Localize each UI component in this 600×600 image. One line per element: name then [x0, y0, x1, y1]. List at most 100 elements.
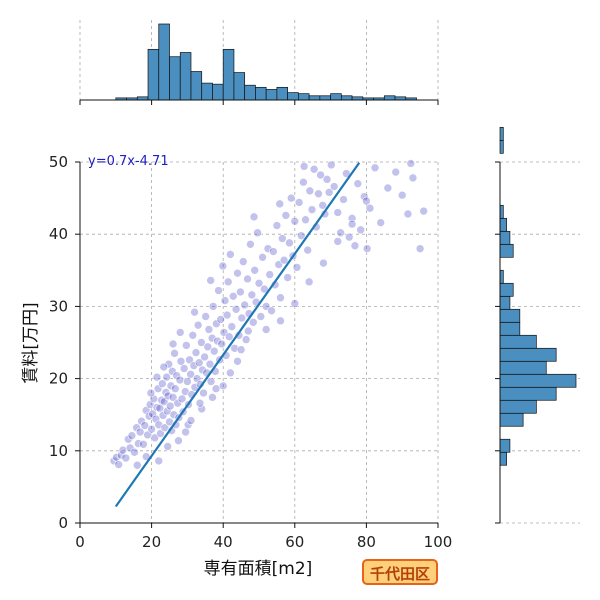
- y-axis-title: 賃料[万円]: [21, 302, 41, 383]
- scatter-point: [267, 306, 276, 316]
- scatter-point: [216, 315, 225, 324]
- top-hist-bar: [244, 84, 256, 101]
- scatter-point: [269, 247, 278, 256]
- scatter-point: [226, 368, 235, 378]
- scatter-point: [238, 257, 248, 266]
- scatter-point: [243, 274, 252, 284]
- scatter-point: [217, 339, 227, 349]
- top-hist-bar: [179, 52, 192, 101]
- top-hist-bar: [158, 23, 170, 101]
- scatter-point: [319, 258, 328, 268]
- scatter-point: [204, 325, 214, 334]
- scatter-point: [168, 393, 178, 402]
- right-hist-bar: [499, 308, 521, 323]
- scatter-point: [359, 192, 369, 201]
- scatter-point: [158, 379, 167, 388]
- scatter-point: [260, 284, 269, 294]
- scatter-point: [285, 238, 294, 248]
- top-hist-bar: [319, 95, 331, 101]
- scatter-point: [391, 167, 401, 177]
- right-hist-bar: [499, 139, 504, 154]
- scatter-point: [163, 391, 173, 401]
- x-tick-label: 40: [214, 533, 233, 551]
- top-marginal-histogram: [115, 23, 417, 101]
- scatter-point: [200, 352, 209, 362]
- scatter-point: [164, 359, 174, 369]
- scatter-point: [191, 348, 201, 357]
- scatter-point: [170, 384, 180, 394]
- x-tick-label: 0: [75, 533, 85, 551]
- scatter-point: [327, 160, 336, 170]
- scatter-point: [233, 268, 242, 278]
- scatter-point: [197, 338, 206, 347]
- top-hist-bar: [383, 95, 396, 101]
- scatter-point: [201, 312, 210, 321]
- scatter-point: [198, 365, 207, 375]
- scatter-point: [223, 277, 233, 287]
- scatter-point: [116, 450, 126, 460]
- scatter-point: [249, 212, 259, 222]
- scatter-point: [132, 460, 142, 470]
- scatter-point: [165, 401, 175, 411]
- right-hist-bar: [499, 295, 511, 310]
- scatter-point: [276, 293, 285, 303]
- right-hist-bar: [499, 243, 514, 258]
- scatter-point: [301, 215, 310, 225]
- scatter-point: [212, 319, 221, 329]
- scatter-point: [162, 372, 171, 382]
- top-hist-bar: [147, 48, 160, 101]
- regression-equation-label: y=0.7x-4.71: [88, 154, 169, 169]
- scatter-point: [189, 361, 199, 370]
- scatter-point: [125, 443, 135, 453]
- scatter-point: [365, 203, 375, 213]
- top-hist-bar: [255, 86, 267, 101]
- scatter-point: [304, 277, 314, 287]
- grid: [79, 20, 580, 524]
- right-hist-bar: [499, 438, 511, 453]
- scatter-point: [170, 349, 179, 358]
- scatter-point: [397, 190, 407, 200]
- scatter-point: [279, 255, 289, 265]
- scatter-point: [157, 395, 166, 405]
- scatter-point: [185, 355, 194, 365]
- scatter-point: [222, 310, 232, 320]
- scatter-point: [173, 398, 183, 408]
- scatter-point: [350, 241, 360, 251]
- scatter-point: [169, 410, 179, 420]
- right-hist-bar: [499, 360, 547, 375]
- scatter-point: [156, 429, 165, 438]
- scatter-point: [147, 424, 156, 434]
- scatter-point: [307, 205, 317, 214]
- scatter-point: [290, 299, 300, 308]
- y-tick-label: 20: [49, 370, 68, 388]
- scatter-point: [205, 359, 215, 369]
- scatter-point: [163, 442, 173, 451]
- scatter-point: [176, 356, 186, 366]
- scatter-point: [186, 416, 196, 425]
- top-hist-bar: [222, 48, 235, 101]
- scatter-point: [114, 460, 123, 469]
- right-hist-bar: [499, 217, 507, 232]
- scatter-point: [163, 406, 172, 416]
- scatter-point: [137, 416, 146, 426]
- scatter-point: [419, 206, 428, 216]
- scatter-point: [168, 367, 177, 376]
- scatter-point: [294, 198, 304, 207]
- scatter-point: [132, 423, 141, 432]
- right-hist-bar: [499, 386, 557, 401]
- scatter-point: [277, 234, 287, 243]
- scatter-point: [179, 364, 189, 373]
- scatter-point: [258, 253, 267, 262]
- scatter-point: [237, 313, 247, 323]
- scatter-point: [408, 173, 418, 183]
- scatter-point: [195, 398, 205, 408]
- scatter-point: [231, 304, 241, 314]
- scatter-point: [206, 276, 215, 285]
- right-hist-bar: [499, 347, 557, 362]
- top-hist-bar: [201, 82, 213, 101]
- scatter-point: [383, 183, 393, 193]
- scatter-point: [356, 225, 365, 235]
- right-hist-bar: [499, 282, 514, 297]
- scatter-point: [190, 307, 199, 317]
